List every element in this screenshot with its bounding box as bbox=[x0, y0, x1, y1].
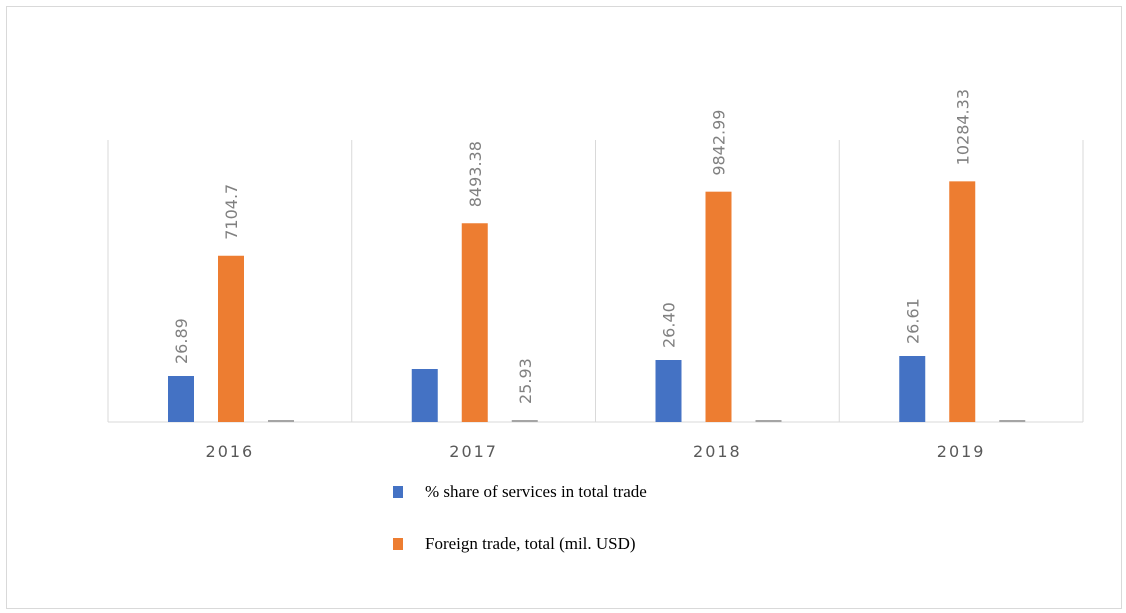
bar-services-share-2019 bbox=[899, 356, 926, 422]
bar-services-share-2016 bbox=[168, 376, 194, 422]
legend: % share of services in total trade Forei… bbox=[393, 480, 647, 584]
legend-label-services-share: % share of services in total trade bbox=[425, 482, 647, 501]
legend-item-services-share: % share of services in total trade bbox=[393, 480, 647, 504]
bar-stub-2016 bbox=[268, 420, 294, 422]
legend-swatch-services-share bbox=[393, 486, 403, 498]
data-label-foreign-trade-2016: 7104.7 bbox=[222, 184, 241, 240]
data-label-foreign-trade-2019: 10284.33 bbox=[953, 89, 972, 165]
data-label-foreign-trade-2018: 9842.99 bbox=[710, 110, 729, 176]
x-tick-label-2018: 2018 bbox=[693, 442, 742, 461]
data-label-foreign-trade-2017: 8493.38 bbox=[466, 141, 485, 207]
bar-foreign-trade-2018 bbox=[705, 191, 732, 422]
bar-foreign-trade-2016 bbox=[218, 255, 244, 422]
legend-item-foreign-trade: Foreign trade, total (mil. USD) bbox=[393, 532, 647, 556]
bar-stub-2018 bbox=[755, 420, 782, 422]
data-label-services-share-2018: 26.40 bbox=[660, 302, 679, 348]
data-label-services-share-2019: 26.61 bbox=[903, 298, 922, 344]
legend-label-foreign-trade: Foreign trade, total (mil. USD) bbox=[425, 534, 636, 553]
bar-services-share-2018 bbox=[655, 360, 682, 422]
bar-foreign-trade-2019 bbox=[949, 181, 976, 422]
bar-foreign-trade-2017 bbox=[461, 223, 488, 422]
x-tick-label-2016: 2016 bbox=[206, 442, 255, 461]
data-label-services-share-2016: 26.89 bbox=[172, 318, 191, 364]
data-label-services-share-2017: 25.93 bbox=[516, 358, 535, 404]
bar-stub-2017 bbox=[511, 420, 538, 422]
x-tick-label-2019: 2019 bbox=[937, 442, 986, 461]
legend-swatch-foreign-trade bbox=[393, 538, 403, 550]
bar-stub-2019 bbox=[999, 420, 1026, 422]
x-tick-label-2017: 2017 bbox=[449, 442, 498, 461]
bar-services-share-2017 bbox=[411, 369, 438, 422]
chart-frame bbox=[6, 6, 1122, 609]
